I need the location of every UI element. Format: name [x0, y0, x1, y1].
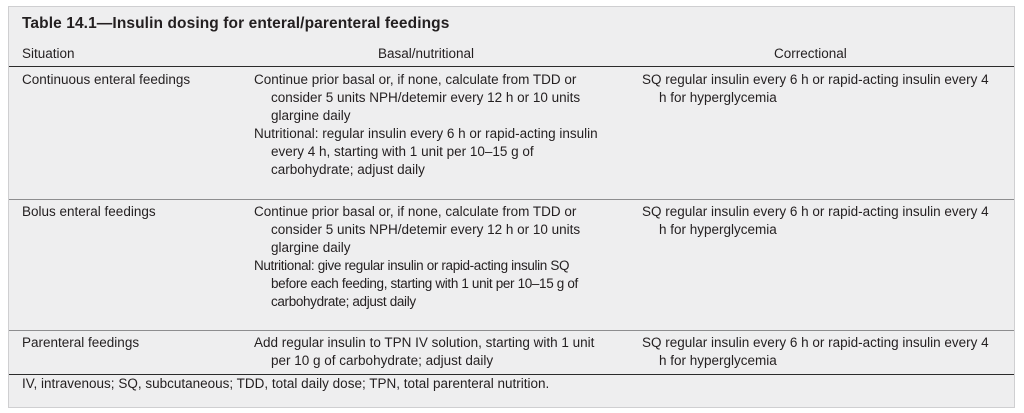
- header-rule: [9, 66, 1014, 67]
- row-1-basal: Continue prior basal or, if none, calcul…: [254, 71, 604, 179]
- row-2-basal: Continue prior basal or, if none, calcul…: [254, 203, 604, 311]
- row-3-correctional: SQ regular insulin every 6 h or rapid-ac…: [642, 334, 997, 370]
- row-3-basal: Add regular insulin to TPN IV solution, …: [254, 334, 604, 370]
- row-2-correctional-text: SQ regular insulin every 6 h or rapid-ac…: [642, 204, 989, 237]
- row-1-basal-line-1: Continue prior basal or, if none, calcul…: [254, 72, 581, 123]
- header-situation: Situation: [22, 46, 75, 61]
- row-3-basal-line-1: Add regular insulin to TPN IV solution, …: [254, 335, 595, 368]
- row-3-situation: Parenteral feedings: [22, 335, 140, 350]
- table-bottom-rule: [9, 374, 1014, 375]
- row-divider: [9, 199, 1014, 200]
- table-title: Table 14.1—Insulin dosing for enteral/pa…: [22, 15, 450, 32]
- table-frame: Table 14.1—Insulin dosing for enteral/pa…: [8, 6, 1015, 408]
- header-correctional: Correctional: [774, 46, 847, 61]
- row-2-correctional: SQ regular insulin every 6 h or rapid-ac…: [642, 203, 997, 239]
- row-1-situation: Continuous enteral feedings: [22, 72, 191, 87]
- row-1-basal-line-2: Nutritional: regular insulin every 6 h o…: [254, 126, 598, 177]
- header-basal: Basal/nutritional: [378, 46, 475, 61]
- row-divider: [9, 330, 1014, 331]
- table-footnote: IV, intravenous; SQ, subcutaneous; TDD, …: [22, 376, 550, 391]
- row-3-correctional-text: SQ regular insulin every 6 h or rapid-ac…: [642, 335, 989, 368]
- row-2-basal-line-1: Continue prior basal or, if none, calcul…: [254, 204, 581, 255]
- row-2-basal-line-2: Nutritional: give regular insulin or rap…: [254, 258, 578, 309]
- row-2-situation: Bolus enteral feedings: [22, 204, 156, 219]
- row-1-correctional-text: SQ regular insulin every 6 h or rapid-ac…: [642, 72, 989, 105]
- row-1-correctional: SQ regular insulin every 6 h or rapid-ac…: [642, 71, 997, 107]
